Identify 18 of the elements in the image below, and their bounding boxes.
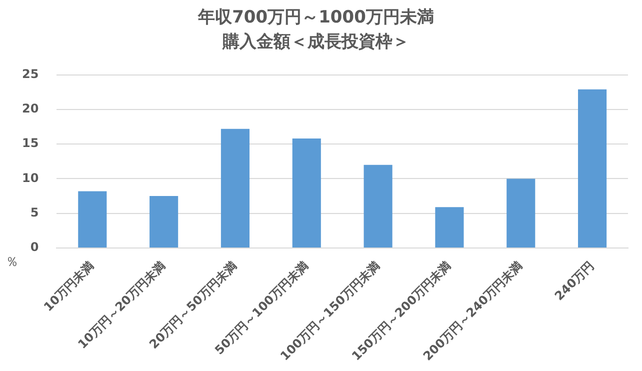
bar (364, 164, 392, 248)
bar (506, 178, 536, 248)
y-tick-label: 0 (30, 240, 39, 254)
x-tick-label: 10万円未満 (41, 258, 97, 314)
bar (220, 128, 250, 248)
y-tick-label: 15 (22, 136, 39, 150)
y-tick-label: 25 (22, 66, 39, 81)
chart-subtitle: 購入金額＜成長投資枠＞ (222, 32, 410, 52)
bar (435, 207, 464, 248)
bar (78, 191, 107, 248)
chart-title: 年収700万円～1000万円未満 (197, 8, 434, 28)
y-tick-label: 20 (22, 102, 39, 116)
y-axis-title: ％ (6, 254, 18, 270)
bar (150, 196, 178, 248)
bar (578, 89, 607, 248)
y-tick-label: 10 (22, 170, 39, 185)
bar (292, 138, 321, 248)
y-tick-label: 5 (30, 205, 39, 220)
